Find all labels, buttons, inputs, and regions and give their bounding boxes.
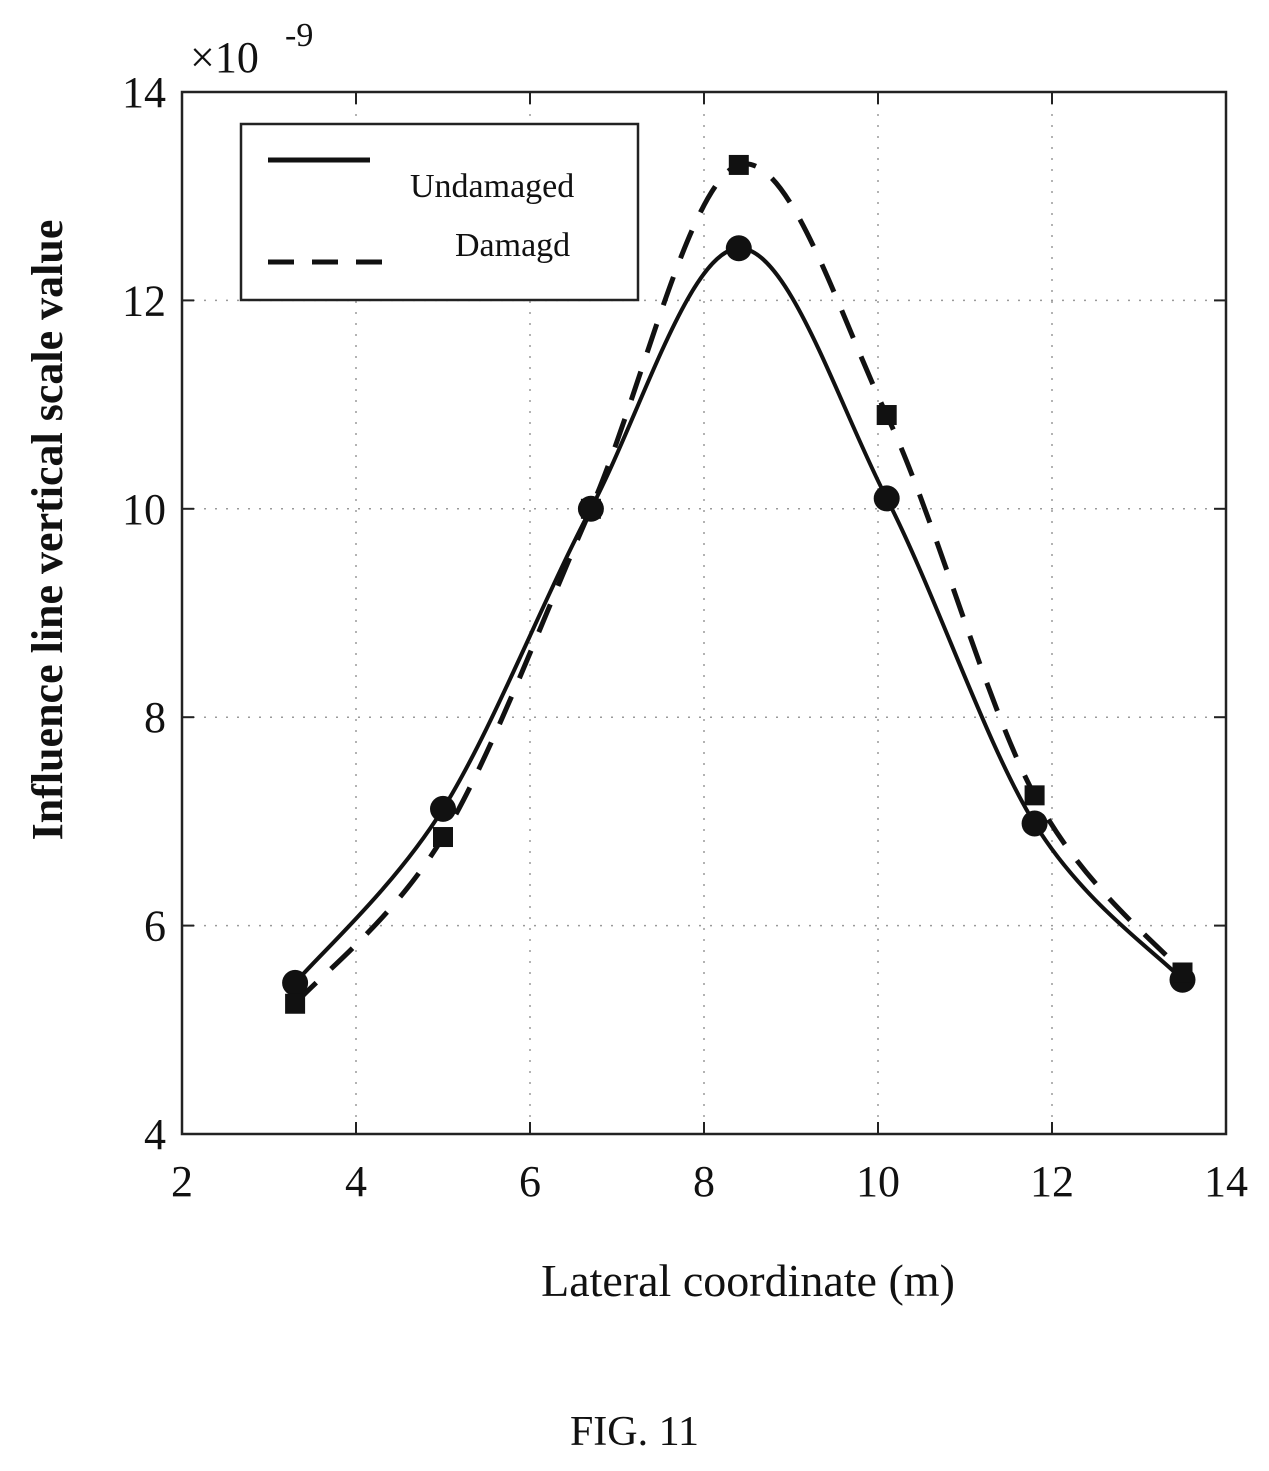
x-tick-label: 12: [1030, 1157, 1074, 1206]
data-point-circle: [430, 795, 456, 822]
legend-box: [239, 122, 640, 302]
y-tick-label: 12: [122, 276, 166, 325]
y-axis-label: Influence line vertical scale value: [23, 220, 72, 841]
data-point-circle: [1021, 810, 1048, 837]
data-point-square: [433, 827, 453, 848]
y-tick-label: 8: [144, 693, 166, 742]
data-point-square: [580, 498, 601, 519]
data-point-circle: [873, 485, 900, 512]
x-tick-label: 14: [1204, 1157, 1248, 1206]
figure-caption: FIG. 11: [569, 1409, 700, 1455]
y-exponent-power: -9: [285, 17, 313, 54]
x-tick-label: 2: [171, 1157, 193, 1206]
series-layer: [282, 154, 1196, 1014]
series-line: [293, 246, 1184, 985]
data-point-square: [285, 993, 306, 1014]
series-undamaged: [282, 235, 1196, 996]
legend: Undamaged Damagd: [239, 122, 640, 302]
x-tick-label: 10: [856, 1157, 900, 1206]
x-tick-label: 8: [693, 1157, 715, 1206]
series-damaged: [285, 154, 1193, 1014]
y-tick-label: 10: [122, 485, 166, 534]
y-tick-label: 6: [144, 902, 166, 951]
data-point-square: [1024, 785, 1045, 806]
legend-label-undamaged: Undamaged: [410, 168, 574, 205]
y-exponent: ×10 -9: [190, 17, 313, 82]
data-point-square: [876, 405, 897, 426]
data-point-circle: [282, 969, 309, 996]
y-tick-label: 4: [144, 1110, 166, 1159]
y-tick-label: 14: [122, 68, 166, 117]
data-point-circle: [725, 235, 752, 262]
x-tick-label: 4: [345, 1157, 367, 1206]
y-exponent-base: ×10: [190, 33, 259, 82]
grid: [182, 92, 1226, 1134]
x-tick-label: 6: [519, 1157, 541, 1206]
data-point-square: [1172, 962, 1193, 983]
x-axis-label: Lateral coordinate (m): [541, 1255, 955, 1306]
data-point-square: [728, 154, 749, 175]
legend-label-damaged: Damagd: [455, 227, 570, 264]
